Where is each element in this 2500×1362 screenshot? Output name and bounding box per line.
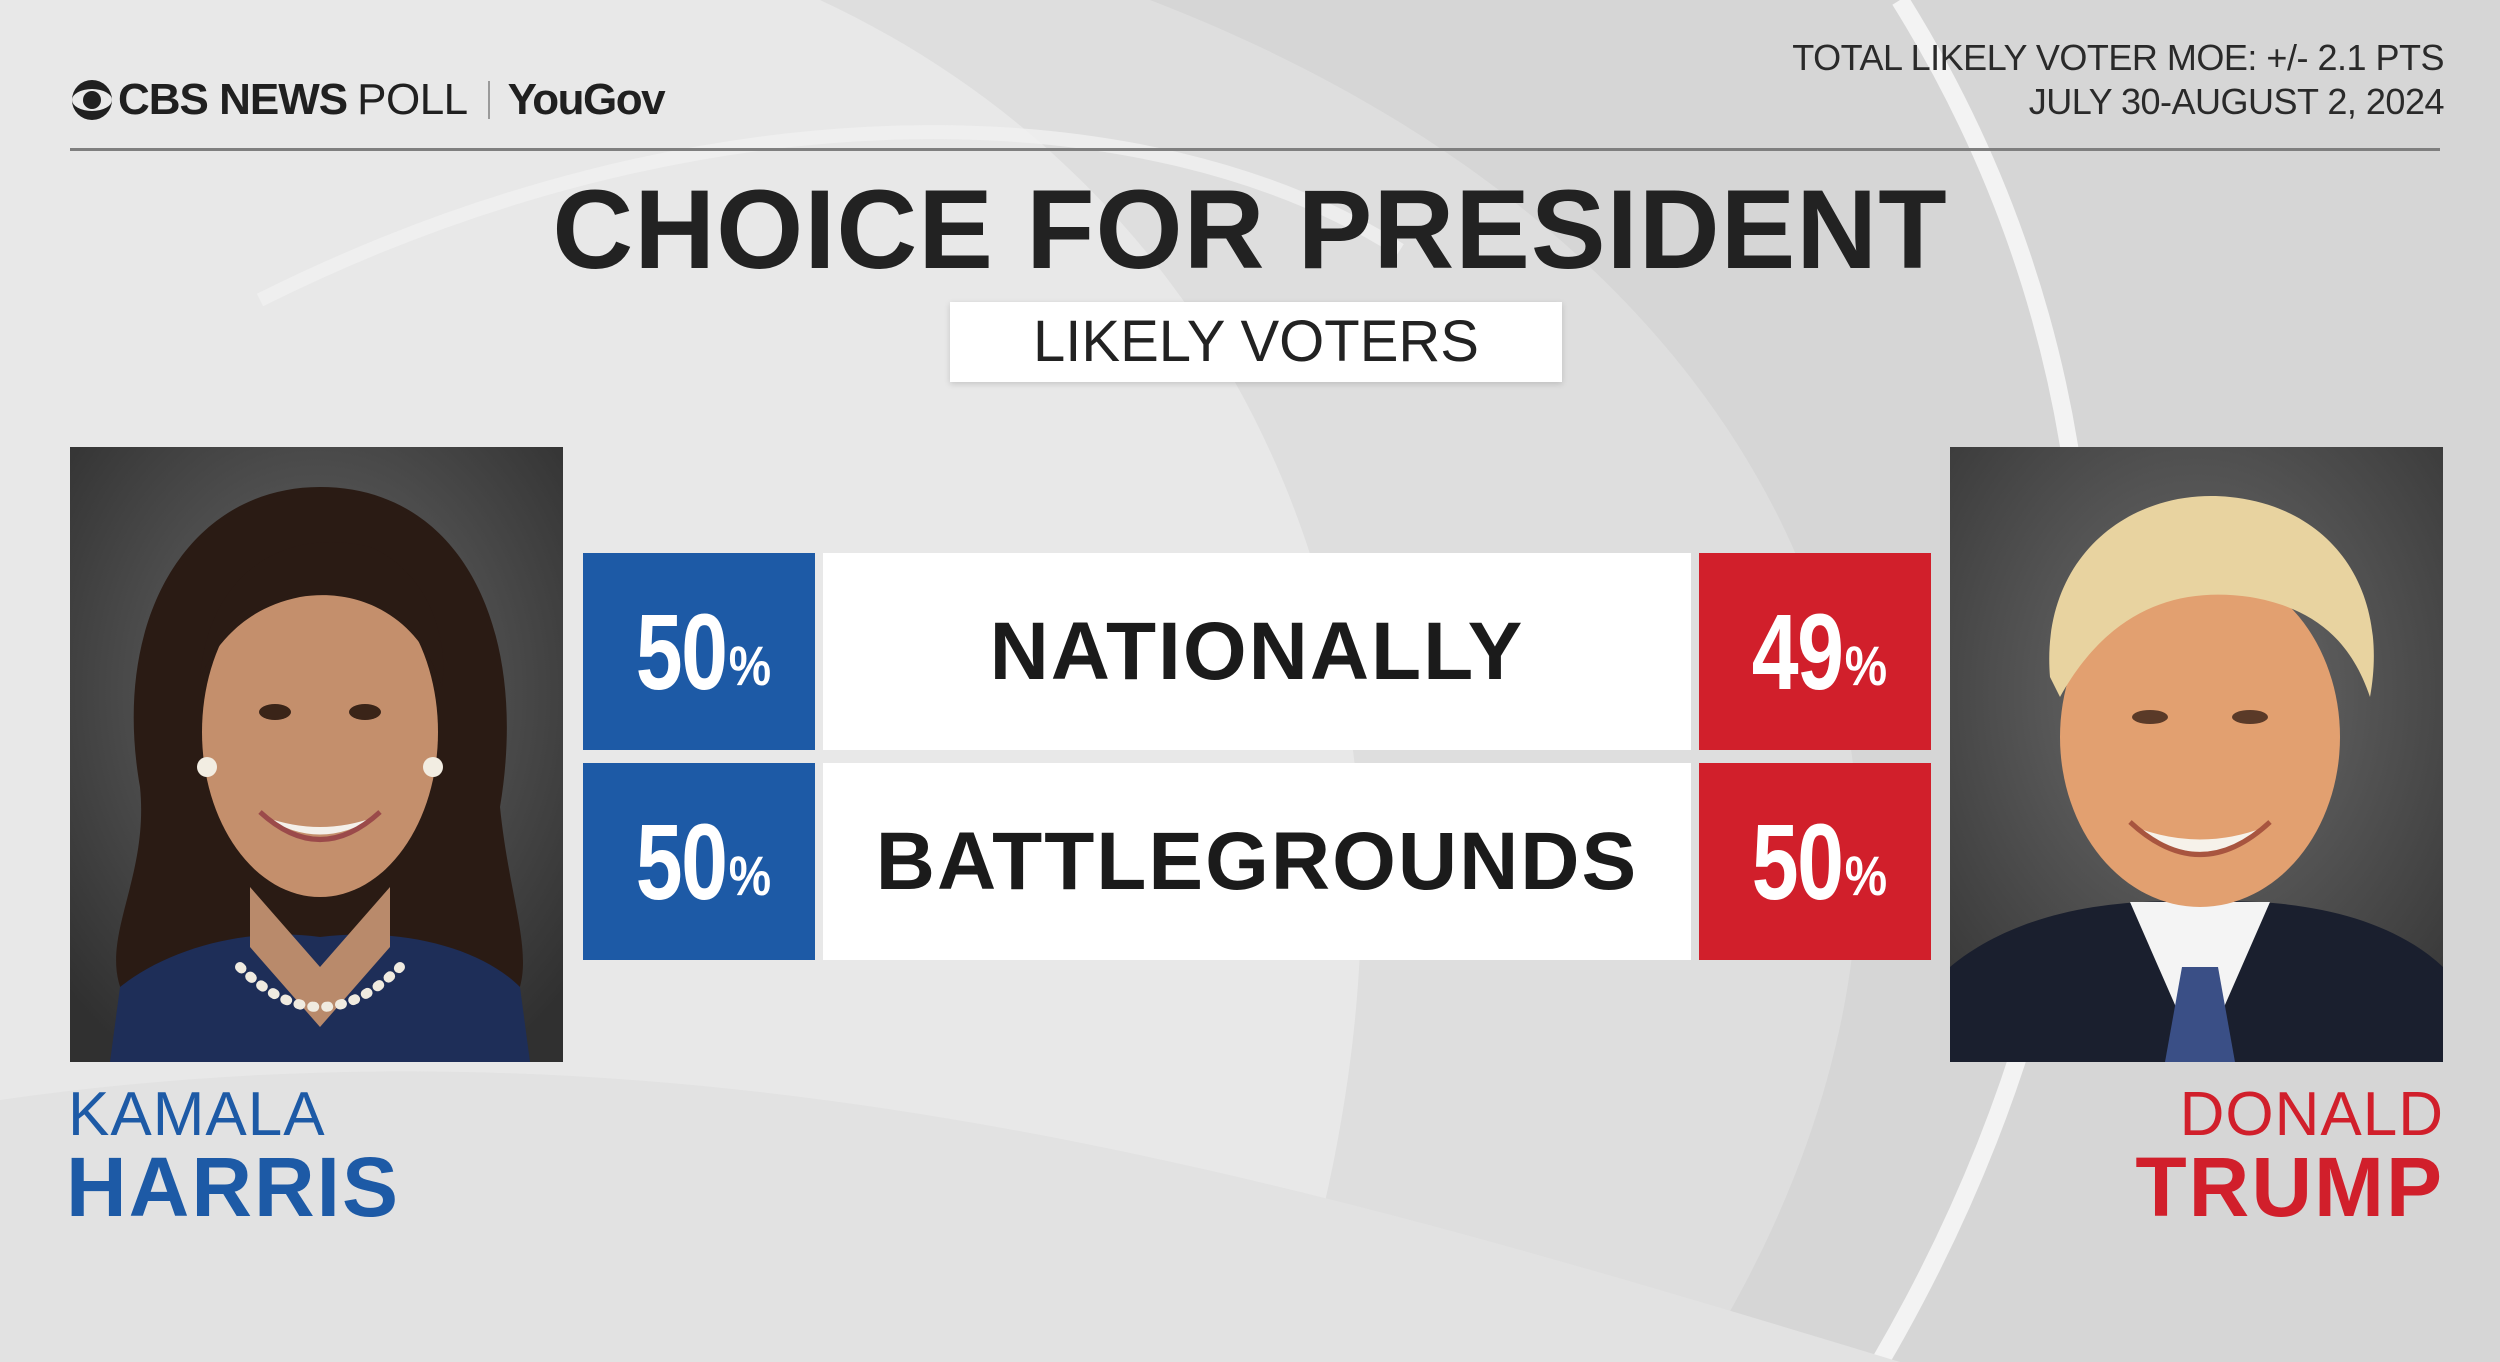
harris-value: 50 <box>635 591 728 712</box>
brand-logo: CBS NEWS POLL YouGov <box>70 70 666 130</box>
trump-portrait <box>1950 447 2443 1062</box>
poll-dates: JULY 30-AUGUST 2, 2024 <box>2028 81 2445 122</box>
trump-value: 49 <box>1751 591 1844 712</box>
cbs-eye-icon <box>72 80 112 120</box>
brand-poll: POLL <box>357 75 468 124</box>
trump-value-cell: 49% <box>1699 553 1931 750</box>
harris-last-name: HARRIS <box>66 1140 401 1234</box>
percent-sign: % <box>1844 844 1888 907</box>
harris-portrait <box>70 447 563 1062</box>
trump-value-cell: 50% <box>1699 763 1931 960</box>
harris-value: 50 <box>635 801 728 922</box>
percent-sign: % <box>1844 634 1888 697</box>
harris-first-name: KAMALA <box>68 1080 326 1149</box>
row-label: BATTLEGROUNDS <box>823 763 1691 960</box>
results-row-nationally: 50% NATIONALLY 49% <box>583 553 1931 750</box>
trump-value: 50 <box>1751 801 1844 922</box>
percent-sign: % <box>728 634 772 697</box>
percent-sign: % <box>728 844 772 907</box>
results-row-battlegrounds: 50% BATTLEGROUNDS 50% <box>583 763 1931 960</box>
harris-value-cell: 50% <box>583 553 815 750</box>
poll-meta: TOTAL LIKELY VOTER MOE: +/- 2.1 PTS JULY… <box>1792 36 2444 124</box>
header-divider <box>70 148 2440 151</box>
margin-of-error: TOTAL LIKELY VOTER MOE: +/- 2.1 PTS <box>1792 37 2444 78</box>
brand-separator <box>487 81 490 119</box>
row-label: NATIONALLY <box>823 553 1691 750</box>
harris-value-cell: 50% <box>583 763 815 960</box>
trump-first-name: DONALD <box>2179 1080 2444 1149</box>
chart-subtitle: LIKELY VOTERS <box>950 302 1562 382</box>
chart-title: CHOICE FOR PRESIDENT <box>552 167 1948 292</box>
brand-cbs-news: CBS NEWS <box>118 75 348 124</box>
brand-yougov: YouGov <box>507 75 666 124</box>
trump-last-name: TRUMP <box>2135 1140 2444 1234</box>
